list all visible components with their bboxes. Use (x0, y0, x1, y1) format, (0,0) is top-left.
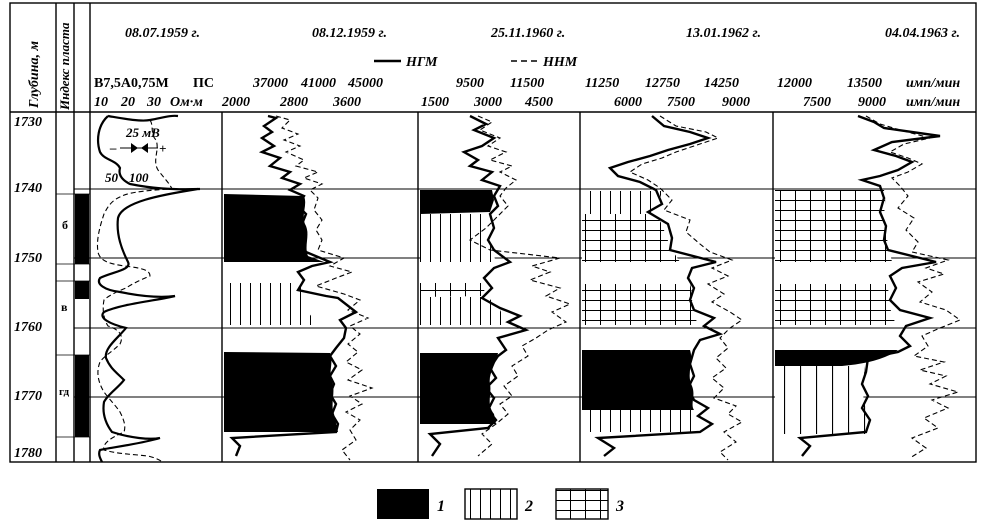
track-4-ngm-curve (796, 114, 941, 457)
t1-top-2: 41000 (300, 76, 336, 91)
legend-label-3: 3 (615, 498, 624, 515)
res-scale-50: 50 (105, 170, 119, 185)
res-scale-10: 10 (94, 95, 108, 110)
track-2-nnm-curve (468, 115, 572, 457)
track-4-fill-grid-lower (775, 284, 898, 325)
t2-top-1: 9500 (456, 76, 484, 91)
res-scale-100: 100 (129, 170, 149, 185)
track-1 (224, 114, 374, 461)
track-2-fill-vertical-upper (420, 214, 496, 262)
track-3-fill-solid (582, 350, 694, 410)
t1-bot-3: 3600 (332, 95, 361, 110)
formation-column-header: Индекс пласта (57, 22, 72, 111)
res-unit: Ом·м (170, 95, 203, 110)
t4-unit-2: имп/мин (906, 95, 960, 110)
track-4-nnm-curve (865, 115, 962, 459)
t4-top-2: 13500 (847, 76, 882, 91)
formation-column: б в гд (59, 194, 89, 437)
t1-bot-2: 2800 (279, 95, 308, 110)
track-2-fill-solid-upper (420, 190, 494, 214)
track-1-nnm-curve (275, 115, 374, 461)
track-3-fill-vertical-lower (582, 410, 700, 432)
track-2 (420, 114, 572, 457)
sp-plus: + (159, 141, 166, 156)
formation-v: в (61, 300, 68, 314)
resistivity-curve (97, 114, 201, 463)
t1-top-1: 37000 (252, 76, 288, 91)
sp-curve (96, 119, 173, 463)
t1-top-3: 45000 (347, 76, 383, 91)
t4-bot-1: 7500 (803, 95, 831, 110)
formation-gd: гд (59, 386, 69, 398)
sp-scale-label: 25 мВ (125, 125, 160, 140)
t4-unit-1: имп/мин (906, 76, 960, 91)
grid-frame (9, 2, 977, 463)
track-1-ngm-curve (229, 114, 359, 457)
hatch-legend: 1 2 3 (377, 488, 624, 520)
track-scales: 37000 41000 45000 2000 2800 3600 9500 11… (221, 76, 960, 110)
depth-1770: 1770 (14, 389, 42, 404)
track-4-fill-vertical (775, 366, 870, 434)
depth-labels: 1730 1740 1750 1760 1770 1780 (14, 115, 42, 461)
probe-label: В7,5А0,75М (94, 76, 169, 91)
track-1-fill-solid-lower (224, 352, 338, 432)
track-4-fill-solid (775, 350, 898, 367)
t1-bot-1: 2000 (221, 95, 250, 110)
t3-bot-2: 7500 (667, 95, 695, 110)
track-3-fill-grid-upper (582, 214, 680, 262)
t4-top-1: 12000 (777, 76, 812, 91)
curve-key-nnm: ННМ (542, 55, 578, 70)
track-1-fill-solid-upper (224, 194, 324, 262)
track-2-fill-grid (420, 283, 486, 297)
curve-key-ngm: НГМ (405, 55, 438, 70)
track-1-fill-vertical (224, 283, 318, 325)
date-2: 08.12.1959 г. (312, 26, 387, 41)
t3-top-1: 11250 (585, 76, 619, 91)
date-3: 25.11.1960 г. (490, 26, 565, 41)
curve-key: НГМ ННМ (374, 55, 578, 70)
track-2-ngm-curve (427, 114, 530, 457)
resistivity-track-header: В7,5А0,75М ПС 10 20 30 Ом·м (94, 76, 214, 110)
res-scale-20: 20 (120, 95, 135, 110)
track-3-fill-grid-lower (582, 284, 700, 325)
depth-column-header: Глубина, м (27, 41, 42, 109)
track-4-fill-grid-upper (775, 190, 892, 262)
track-2-fill-vertical-lower (420, 297, 508, 325)
legend-swatch-1 (377, 489, 429, 519)
legend-swatch-3 (555, 488, 609, 520)
resistivity-track: 25 мВ – + 50 100 (96, 114, 201, 463)
legend-label-2: 2 (524, 498, 533, 515)
track-3-nnm-curve (628, 115, 744, 461)
track-3-ngm-curve (594, 115, 724, 457)
date-5: 04.04.1963 г. (885, 26, 960, 41)
t2-bot-1: 1500 (421, 95, 449, 110)
t2-top-2: 11500 (510, 76, 544, 91)
track-2-fill-solid-lower (420, 353, 498, 424)
depth-1730: 1730 (14, 115, 42, 130)
t2-bot-2: 3000 (473, 95, 502, 110)
sp-label: ПС (193, 76, 214, 91)
legend-label-1: 1 (437, 498, 445, 515)
t4-bot-2: 9000 (858, 95, 886, 110)
t3-top-3: 14250 (704, 76, 739, 91)
track-3-fill-vertical (582, 191, 662, 214)
depth-1750: 1750 (14, 251, 42, 266)
track-4 (775, 114, 962, 459)
formation-b: б (62, 218, 68, 232)
t3-top-2: 12750 (645, 76, 680, 91)
date-4: 13.01.1962 г. (686, 26, 761, 41)
t3-bot-1: 6000 (614, 95, 642, 110)
track-3 (582, 115, 744, 461)
date-1: 08.07.1959 г. (125, 26, 200, 41)
t3-bot-3: 9000 (722, 95, 750, 110)
depth-1740: 1740 (14, 181, 42, 196)
t2-bot-3: 4500 (524, 95, 553, 110)
depth-1760: 1760 (14, 320, 42, 335)
sp-minus: – (109, 140, 117, 155)
res-scale-30: 30 (146, 95, 161, 110)
depth-1780: 1780 (14, 446, 42, 461)
survey-dates: 08.07.1959 г. 08.12.1959 г. 25.11.1960 г… (125, 26, 960, 41)
legend-swatch-2 (464, 488, 518, 520)
